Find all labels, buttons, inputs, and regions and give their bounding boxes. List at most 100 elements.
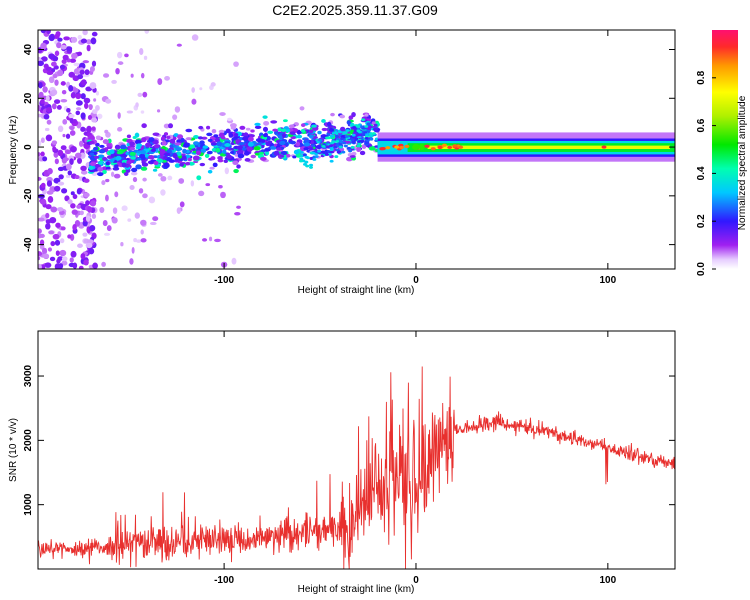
spectrogram-cell bbox=[45, 134, 53, 142]
spectrogram-cell bbox=[129, 141, 136, 147]
spectrogram-cell bbox=[49, 216, 57, 224]
spectrogram-cell bbox=[135, 102, 139, 108]
spectrogram-cell bbox=[276, 147, 282, 151]
spectrogram-cell bbox=[60, 81, 66, 86]
spectrogram-cell bbox=[215, 147, 221, 153]
spectrogram-x-tick-label: 0 bbox=[413, 275, 419, 286]
spectrogram-cell bbox=[335, 135, 340, 138]
spectrogram-cell bbox=[72, 262, 78, 269]
spectrogram-cell bbox=[265, 150, 270, 156]
snr-series-line bbox=[38, 366, 675, 569]
spectrogram-cell bbox=[167, 175, 173, 181]
spectrogram-cell bbox=[201, 238, 208, 242]
spectrogram-cell bbox=[60, 44, 67, 50]
spectrogram-cell bbox=[60, 98, 68, 103]
spectrogram-cell bbox=[354, 137, 359, 141]
spectrogram-cell bbox=[191, 98, 197, 105]
spectrogram-cell bbox=[47, 196, 54, 203]
spectrogram-cell bbox=[247, 142, 254, 147]
spectrogram-cell bbox=[299, 106, 305, 111]
spectrogram-cell bbox=[86, 44, 91, 52]
spectrogram-cell bbox=[75, 110, 81, 116]
colorbar-tick-label: 0.6 bbox=[696, 118, 707, 132]
spectrogram-cell bbox=[233, 168, 239, 174]
spectrogram-cell bbox=[62, 54, 69, 61]
spectrogram-cell bbox=[206, 125, 211, 130]
spectrogram-cell bbox=[110, 171, 115, 177]
spectrogram-y-tick-label: -40 bbox=[23, 237, 34, 252]
spectrogram-cell bbox=[225, 128, 231, 134]
spectrogram-cell bbox=[219, 153, 226, 157]
spectrogram-cell bbox=[174, 142, 182, 146]
spectrogram-cell bbox=[359, 125, 364, 129]
spectrogram-cell bbox=[115, 155, 122, 161]
spectrogram-cell bbox=[97, 172, 104, 177]
spectrogram-cell bbox=[46, 119, 52, 125]
spectrogram-cell bbox=[114, 164, 119, 169]
spectrogram-cell bbox=[91, 60, 97, 67]
spectrogram-cell bbox=[258, 151, 265, 155]
spectrogram-cell bbox=[262, 115, 268, 119]
spectrogram-cell bbox=[47, 247, 53, 252]
spectrogram-cell bbox=[95, 104, 100, 111]
spectrogram-x-label: Height of straight line (km) bbox=[298, 285, 415, 296]
spectrogram-cell bbox=[80, 165, 87, 172]
spectrogram-cell bbox=[265, 141, 271, 147]
spectrogram-cell bbox=[311, 144, 316, 148]
spectrogram-cell bbox=[233, 61, 239, 67]
spectrogram-cell bbox=[160, 175, 167, 182]
snr-x-tick-label: 100 bbox=[600, 575, 617, 586]
spectrogram-cell bbox=[129, 151, 136, 156]
spectrogram-cell bbox=[442, 143, 448, 147]
spectrogram-cell bbox=[99, 207, 105, 214]
spectrogram-cell bbox=[101, 261, 106, 267]
spectrogram-cell bbox=[157, 173, 163, 177]
spectrogram-cell bbox=[139, 48, 144, 56]
spectrogram-cell bbox=[160, 189, 166, 196]
spectrogram-cell bbox=[60, 226, 66, 231]
spectrogram-cell bbox=[185, 137, 192, 141]
spectrogram-cell bbox=[91, 117, 98, 123]
spectrogram-cell bbox=[120, 242, 124, 247]
spectrogram-cell bbox=[299, 151, 304, 154]
spectrogram-cell bbox=[46, 180, 53, 187]
spectrogram-cell bbox=[67, 199, 73, 205]
spectrogram-cell bbox=[70, 91, 76, 99]
spectrogram-cell bbox=[69, 158, 74, 166]
spectrogram-cell bbox=[83, 259, 89, 266]
spectrogram-cell bbox=[45, 223, 51, 230]
spectrogram-cell bbox=[70, 203, 76, 209]
spectrogram-cell bbox=[223, 159, 228, 163]
spectrogram-cell bbox=[164, 75, 170, 81]
spectrogram-cell bbox=[66, 107, 71, 113]
spectrogram-cell bbox=[129, 146, 136, 151]
spectrogram-cell bbox=[83, 178, 90, 183]
spectrogram-cell bbox=[227, 117, 232, 122]
spectrogram-cell bbox=[321, 127, 328, 132]
spectrogram-cell bbox=[185, 161, 191, 166]
spectrogram-cell bbox=[374, 129, 379, 133]
spectrogram-cell bbox=[40, 42, 47, 50]
spectrogram-cell bbox=[79, 210, 84, 216]
spectrogram-cell bbox=[330, 112, 335, 117]
spectrogram-cell bbox=[168, 123, 174, 129]
spectrogram-cell bbox=[188, 161, 195, 166]
spectrogram-cell bbox=[254, 122, 261, 127]
spectrogram-cell bbox=[82, 60, 90, 64]
spectrogram-cell bbox=[304, 139, 310, 143]
spectrogram-cell bbox=[270, 120, 278, 124]
spectrogram-cell bbox=[145, 142, 151, 148]
spectrogram-cell bbox=[218, 185, 223, 189]
spectrogram-marks bbox=[38, 30, 675, 269]
spectrogram-cell bbox=[93, 98, 97, 102]
spectrogram-cell bbox=[189, 144, 196, 149]
spectrogram-cell bbox=[308, 146, 314, 151]
spectrogram-cell bbox=[40, 151, 45, 157]
spectrogram-cell bbox=[127, 218, 132, 222]
spectrogram-cell bbox=[82, 232, 88, 237]
spectrogram-cell bbox=[137, 92, 143, 97]
spectrogram-cell bbox=[53, 151, 59, 158]
spectrogram-cell bbox=[159, 148, 166, 154]
spectrogram-cell bbox=[54, 239, 61, 246]
spectrogram-cell bbox=[312, 158, 317, 161]
